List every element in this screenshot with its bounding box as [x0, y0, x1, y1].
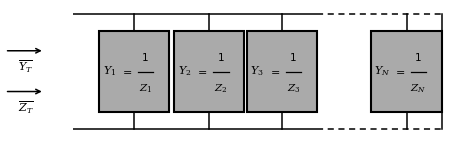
Text: $Z_1$: $Z_1$	[139, 83, 152, 95]
Text: $Z_2$: $Z_2$	[214, 83, 227, 95]
Text: $1$: $1$	[290, 51, 297, 63]
Text: $\overline{Z_T}$: $\overline{Z_T}$	[18, 100, 34, 116]
Text: $\overline{Y_T}$: $\overline{Y_T}$	[18, 59, 33, 75]
Text: $1$: $1$	[217, 51, 224, 63]
Text: $Y_2$: $Y_2$	[178, 65, 191, 78]
Text: $=$: $=$	[195, 66, 208, 77]
Bar	[99, 31, 169, 112]
Bar	[174, 31, 244, 112]
Bar	[247, 31, 317, 112]
Bar	[371, 31, 442, 112]
Text: $Z_N$: $Z_N$	[410, 83, 426, 95]
Text: $=$: $=$	[120, 66, 133, 77]
Text: $Y_1$: $Y_1$	[102, 65, 116, 78]
Text: $Z_3$: $Z_3$	[287, 83, 300, 95]
Text: $=$: $=$	[392, 66, 405, 77]
Text: $1$: $1$	[141, 51, 149, 63]
Text: $1$: $1$	[414, 51, 422, 63]
Text: $Y_3$: $Y_3$	[251, 65, 264, 78]
Text: $Y_N$: $Y_N$	[374, 65, 390, 78]
Text: $=$: $=$	[268, 66, 281, 77]
